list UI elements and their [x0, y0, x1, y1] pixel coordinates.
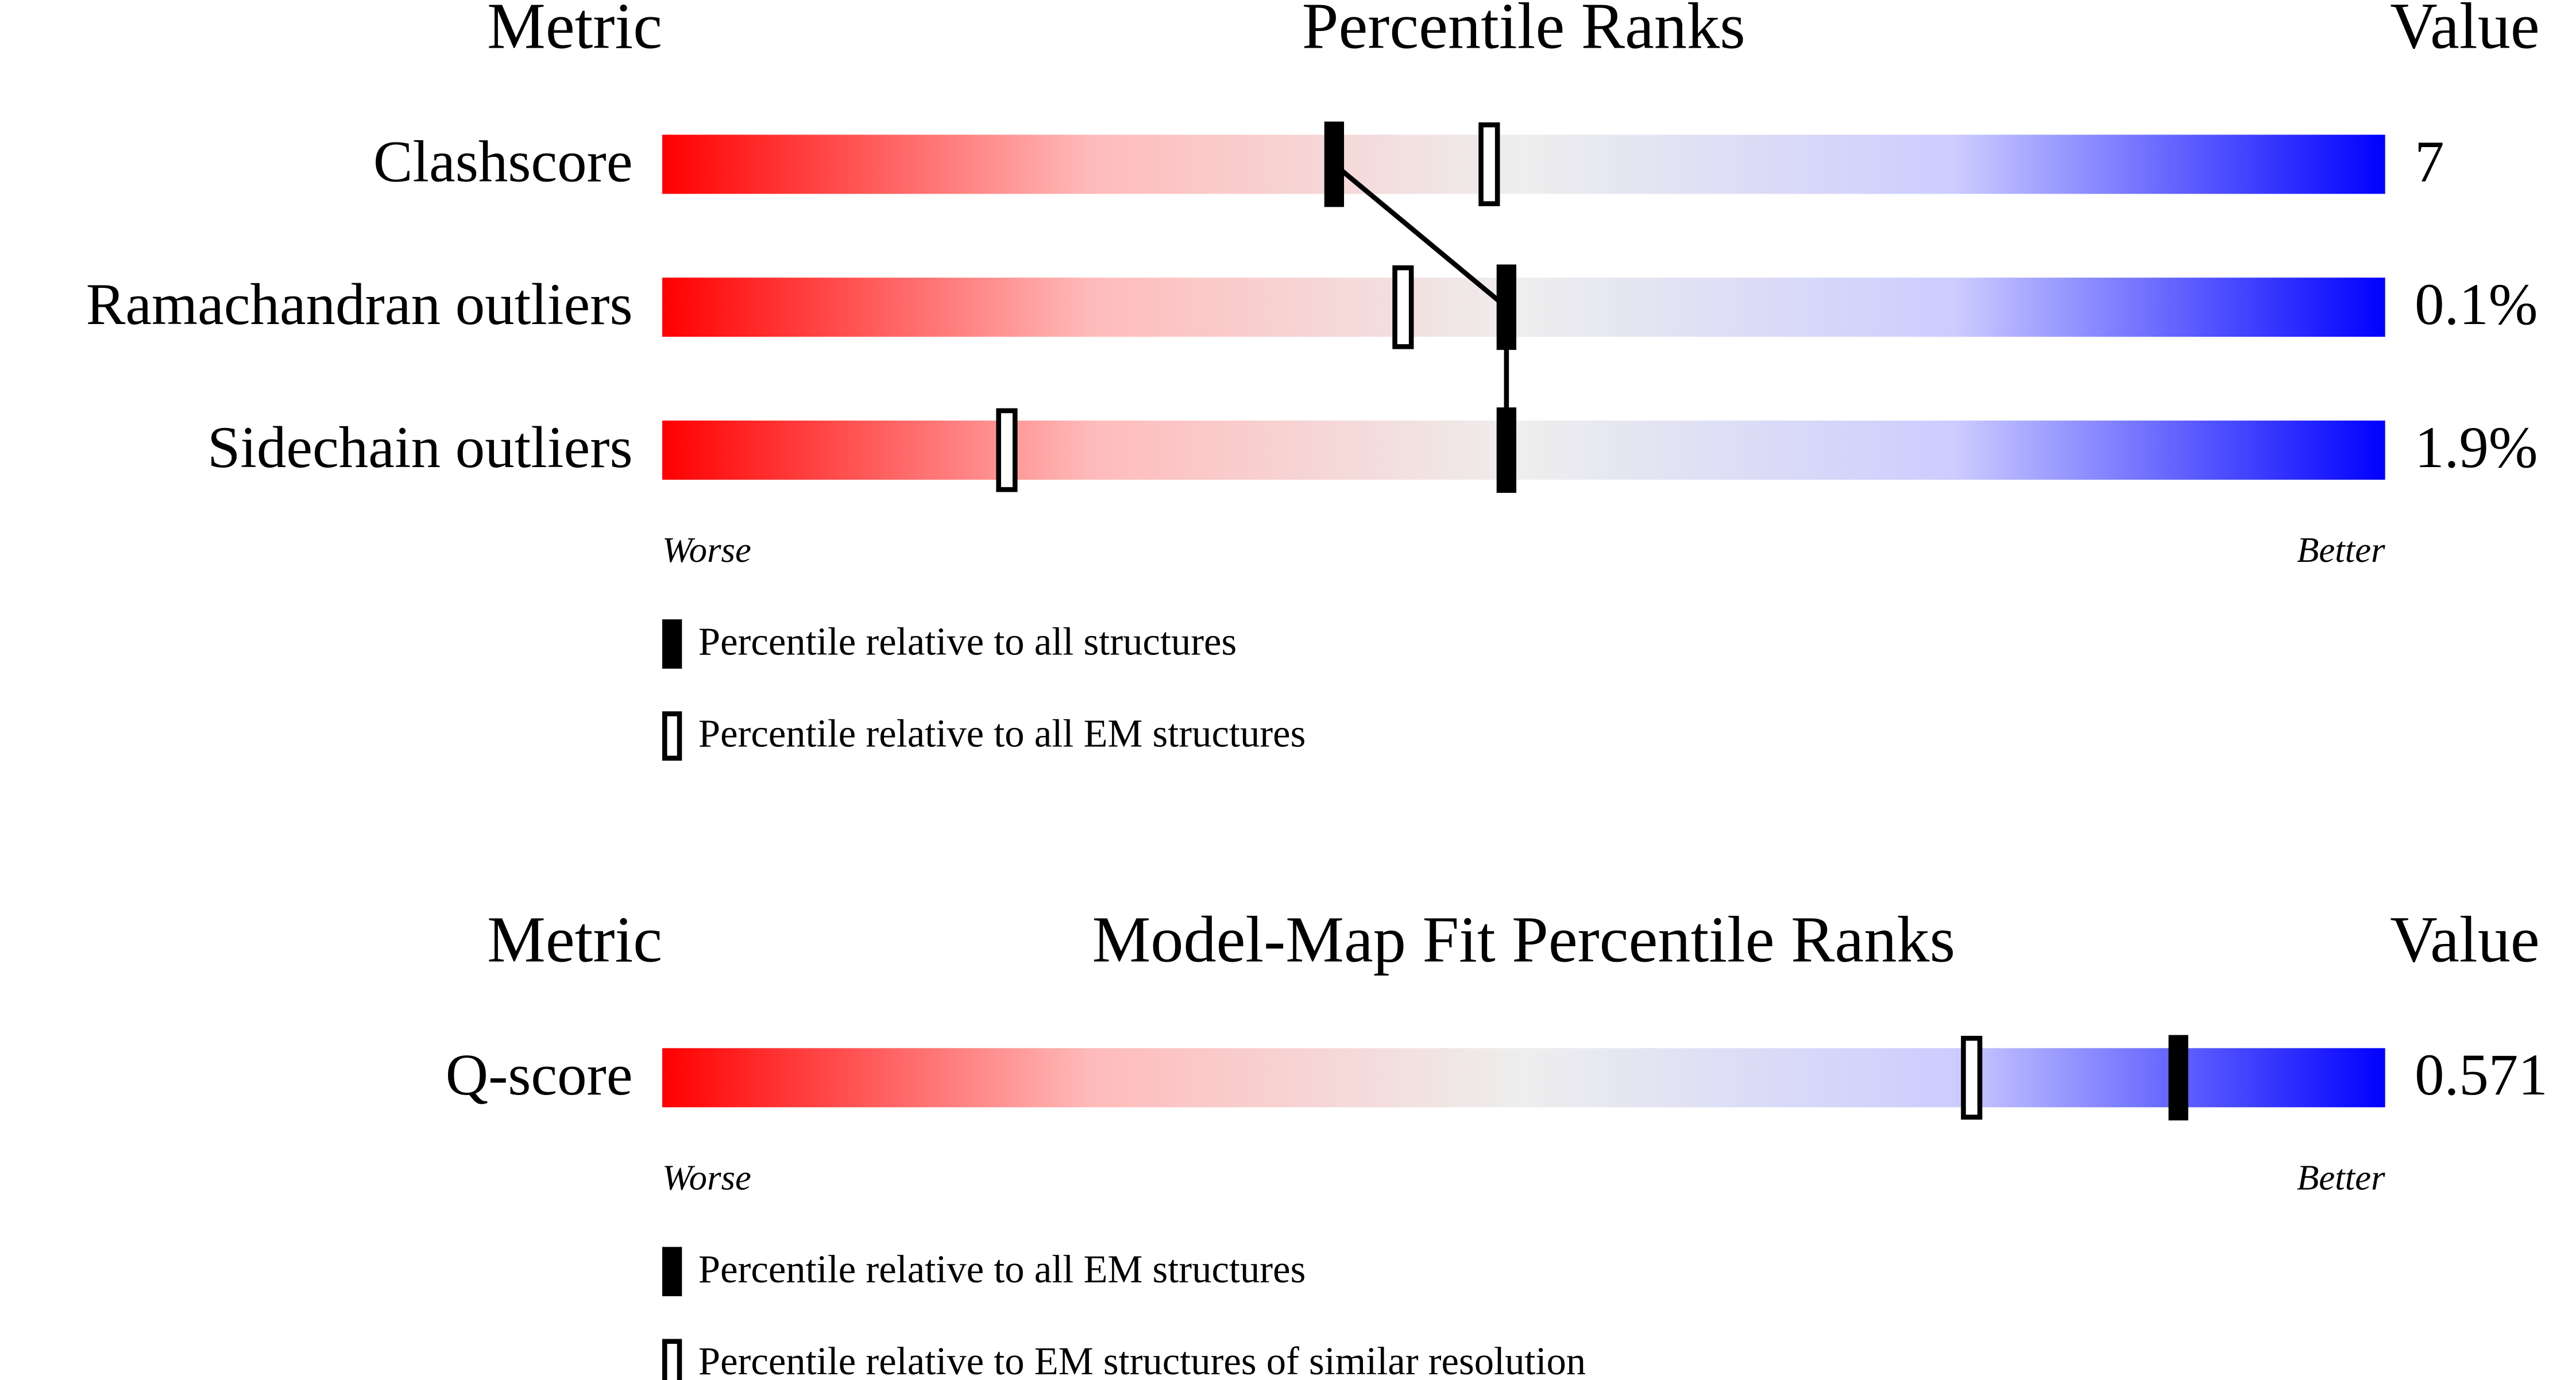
- legend-label: Percentile relative to all EM structures: [698, 712, 1306, 755]
- metric-label: Ramachandran outliers: [86, 272, 633, 337]
- value-header: Value: [2390, 0, 2539, 62]
- metric-value: 0.1%: [2415, 272, 2538, 337]
- legend-label: Percentile relative to all EM structures: [698, 1247, 1306, 1291]
- legend-label: Percentile relative to EM structures of …: [698, 1339, 1586, 1380]
- gradient-bar: [662, 134, 2385, 194]
- metric-header: Metric: [487, 903, 662, 976]
- value-header: Value: [2390, 903, 2539, 976]
- gradient-bar: [662, 277, 2385, 337]
- percentile-marker: [1324, 121, 1345, 207]
- worse-label: Worse: [662, 1157, 751, 1197]
- legend-swatch: [662, 619, 682, 669]
- gradient-bar: [662, 421, 2385, 480]
- percentile-marker: [1496, 407, 1517, 493]
- legend-swatch: [662, 711, 682, 761]
- percentile-marker: [1392, 265, 1414, 349]
- metric-label: Clashscore: [373, 129, 633, 194]
- metric-label: Sidechain outliers: [207, 415, 632, 480]
- metric-value: 0.571: [2415, 1042, 2548, 1108]
- percentile-marker: [2168, 1035, 2188, 1121]
- percentile-marker: [996, 408, 1018, 492]
- metric-label: Q-score: [446, 1042, 633, 1108]
- percentile-marker: [1961, 1035, 1983, 1120]
- metric-value: 1.9%: [2415, 415, 2538, 480]
- metric-value: 7: [2415, 129, 2444, 194]
- legend-swatch: [662, 1339, 682, 1380]
- percentile-marker: [1478, 122, 1500, 206]
- metric-header: Metric: [487, 0, 662, 62]
- better-label: Better: [2297, 1157, 2385, 1197]
- chart-title: Model-Map Fit Percentile Ranks: [1092, 903, 1956, 976]
- chart-title: Percentile Ranks: [1302, 0, 1745, 62]
- legend-label: Percentile relative to all structures: [698, 620, 1237, 664]
- legend-swatch: [662, 1247, 682, 1297]
- gradient-bar: [662, 1048, 2385, 1108]
- worse-label: Worse: [662, 530, 751, 570]
- better-label: Better: [2297, 530, 2385, 570]
- percentile-marker: [1496, 264, 1517, 350]
